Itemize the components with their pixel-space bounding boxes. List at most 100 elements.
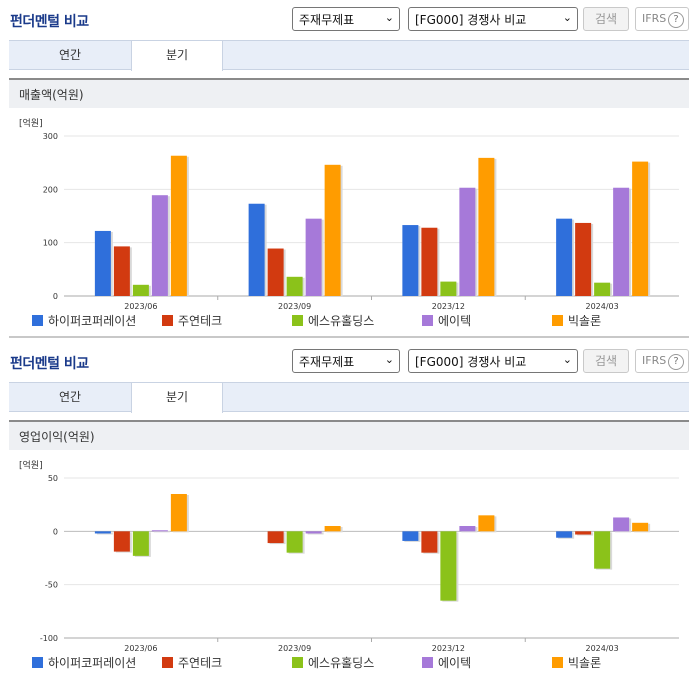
search-button[interactable]: 검색 <box>583 349 629 373</box>
legend-item[interactable]: 에이텍 <box>422 654 471 671</box>
legend-item[interactable]: 빅솔론 <box>552 654 601 671</box>
x-tick-label: 2023/06 <box>124 302 157 311</box>
tab-annual[interactable]: 연간 <box>58 48 82 62</box>
x-tick-label: 2024/03 <box>586 644 619 653</box>
bar <box>613 187 630 296</box>
panel-title: 펀더멘털 비교 <box>10 356 89 372</box>
legend-label: 하이퍼코퍼레이션 <box>48 656 137 670</box>
bar <box>151 195 168 296</box>
bar <box>113 531 130 552</box>
bar <box>594 282 611 296</box>
legend-item[interactable]: 하이퍼코퍼레이션 <box>32 312 136 329</box>
compare-select[interactable]: [FG000] 경쟁사 비교 ⌄ <box>408 7 578 31</box>
period-tabs: 연간 분기 <box>9 382 689 413</box>
chevron-down-icon: ⌄ <box>562 353 572 366</box>
bar <box>613 517 630 532</box>
legend-swatch <box>32 315 43 326</box>
ifrs-button[interactable]: IFRS ? <box>635 349 689 373</box>
bar <box>632 522 649 532</box>
fundamental-panel-1: 펀더멘털 비교 주재무제표 ⌄ [FG000] 경쟁사 비교 ⌄ 검색 IFRS… <box>0 0 696 328</box>
bar <box>324 526 341 532</box>
bar <box>151 530 168 532</box>
metric-title-bar: 매출액(억원) <box>9 78 689 108</box>
bar <box>132 531 149 556</box>
legend-item[interactable]: 주연테크 <box>162 654 222 671</box>
bar <box>459 526 476 532</box>
bar <box>459 187 476 296</box>
statement-select[interactable]: 주재무제표 ⌄ <box>292 7 400 31</box>
operating-profit-chart: [억원] -100 -50 0 50 2023/06 2023/09 2023/12 2024/… <box>9 454 689 654</box>
legend-item[interactable]: 빅솔론 <box>552 312 601 329</box>
bar <box>478 515 495 532</box>
chevron-down-icon: ⌄ <box>562 11 572 24</box>
legend-swatch <box>422 315 433 326</box>
legend-swatch <box>422 657 433 668</box>
legend-label: 에이텍 <box>438 314 472 328</box>
fundamental-panel-2: 펀더멘털 비교 주재무제표 ⌄ [FG000] 경쟁사 비교 ⌄ 검색 IFRS… <box>0 342 696 670</box>
statement-select[interactable]: 주재무제표 ⌄ <box>292 349 400 373</box>
bar <box>632 161 649 296</box>
legend-swatch <box>292 657 303 668</box>
x-tick-label: 2024/03 <box>586 302 619 311</box>
bar <box>421 531 438 553</box>
revenue-chart-svg: [억원] 0 100 200 300 2023/06 2023/09 2023/12 2024/… <box>19 117 679 311</box>
ifrs-label: IFRS <box>642 354 667 367</box>
bar <box>575 222 592 296</box>
chevron-down-icon: ⌄ <box>384 353 394 366</box>
legend-label: 에스유홀딩스 <box>308 656 375 670</box>
panel-header: 펀더멘털 비교 주재무제표 ⌄ [FG000] 경쟁사 비교 ⌄ 검색 IFRS… <box>0 0 696 34</box>
legend-swatch <box>162 657 173 668</box>
x-tick-label: 2023/06 <box>124 644 157 653</box>
metric-title-bar: 영업이익(억원) <box>9 420 689 450</box>
bar <box>248 203 265 296</box>
bar <box>402 225 419 296</box>
revenue-chart: [억원] 0 100 200 300 2023/06 2023/09 2023/12 2024/… <box>9 112 689 312</box>
legend-swatch <box>292 315 303 326</box>
help-icon[interactable]: ? <box>668 12 684 28</box>
statement-select-value: 주재무제표 <box>299 355 355 369</box>
bar <box>113 246 130 296</box>
help-icon[interactable]: ? <box>668 354 684 370</box>
period-tabs: 연간 분기 <box>9 40 689 71</box>
bar <box>170 155 187 296</box>
bar <box>286 531 303 553</box>
search-button[interactable]: 검색 <box>583 7 629 31</box>
compare-select-value: [FG000] 경쟁사 비교 <box>415 13 527 27</box>
bar <box>402 531 419 541</box>
bar <box>324 164 341 296</box>
chevron-down-icon: ⌄ <box>384 11 394 24</box>
legend-label: 빅솔론 <box>568 314 602 328</box>
bar <box>94 230 111 296</box>
bar <box>440 531 457 601</box>
bar <box>478 157 495 296</box>
legend-label: 빅솔론 <box>568 656 602 670</box>
legend-item[interactable]: 에스유홀딩스 <box>292 312 374 329</box>
legend-item[interactable]: 주연테크 <box>162 312 222 329</box>
legend-swatch <box>162 315 173 326</box>
legend-item[interactable]: 하이퍼코퍼레이션 <box>32 654 136 671</box>
x-tick-label: 2023/12 <box>432 644 465 653</box>
legend-swatch <box>552 657 563 668</box>
legend-item[interactable]: 에이텍 <box>422 312 471 329</box>
y-unit-label: [억원] <box>19 117 43 129</box>
bar <box>305 218 322 296</box>
ifrs-label: IFRS <box>642 12 667 25</box>
compare-select[interactable]: [FG000] 경쟁사 비교 ⌄ <box>408 349 578 373</box>
y-tick-label: 0 <box>53 292 58 301</box>
statement-select-value: 주재무제표 <box>299 13 355 27</box>
legend-item[interactable]: 에스유홀딩스 <box>292 654 374 671</box>
bar <box>267 248 284 296</box>
legend-label: 주연테크 <box>178 656 223 670</box>
tab-annual[interactable]: 연간 <box>58 390 82 404</box>
bar <box>594 531 611 569</box>
y-tick-label: -100 <box>40 634 58 643</box>
bar <box>170 494 187 532</box>
bar <box>267 531 284 544</box>
ifrs-button[interactable]: IFRS ? <box>635 7 689 31</box>
y-tick-label: 50 <box>48 474 58 483</box>
tab-quarterly[interactable]: 분기 <box>131 41 223 71</box>
y-unit-label: [억원] <box>19 459 43 471</box>
tab-quarterly[interactable]: 분기 <box>131 383 223 413</box>
panel-header: 펀더멘털 비교 주재무제표 ⌄ [FG000] 경쟁사 비교 ⌄ 검색 IFRS… <box>0 342 696 376</box>
bar <box>286 276 303 296</box>
